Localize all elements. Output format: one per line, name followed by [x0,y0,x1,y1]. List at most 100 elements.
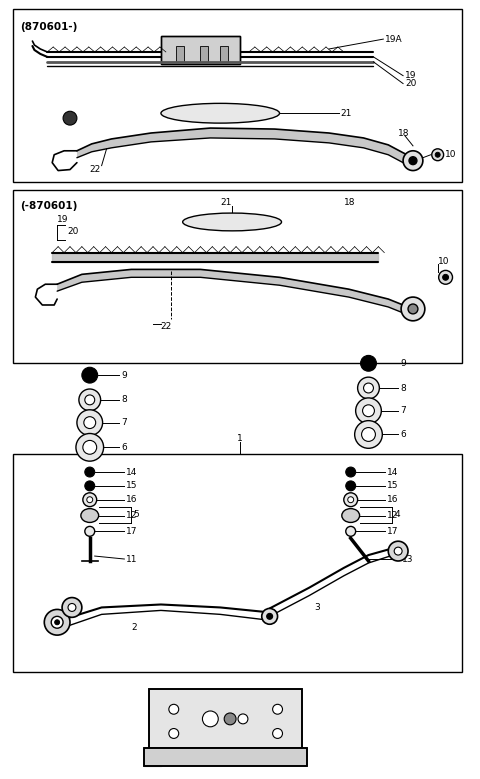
Text: 15: 15 [126,481,138,490]
Circle shape [401,297,425,321]
Bar [201,46,208,62]
Text: (870601-): (870601-) [21,23,78,32]
Bar [144,749,307,766]
Text: 14: 14 [126,467,138,477]
Circle shape [238,714,248,724]
Text: 11: 11 [126,555,138,563]
Circle shape [273,704,283,714]
Circle shape [83,493,96,506]
Text: 12: 12 [387,511,399,520]
Circle shape [355,421,383,448]
Circle shape [346,467,356,477]
Circle shape [432,149,444,160]
Bar [12,454,462,671]
Circle shape [77,410,103,435]
Text: 18: 18 [398,129,409,138]
Ellipse shape [81,509,99,523]
Text: 17: 17 [126,527,138,536]
Text: (-870601): (-870601) [21,201,78,211]
Circle shape [403,151,423,171]
Ellipse shape [183,213,281,231]
Circle shape [409,157,417,164]
Text: 6: 6 [400,430,406,439]
Text: 8: 8 [400,383,406,393]
Text: 13: 13 [402,555,414,563]
Text: 8: 8 [121,396,127,404]
Circle shape [85,467,95,477]
Circle shape [267,613,273,619]
Circle shape [87,497,93,502]
Text: 2: 2 [131,622,137,632]
Ellipse shape [342,509,360,523]
Text: 10: 10 [444,150,456,159]
Circle shape [55,620,60,625]
Text: 9: 9 [400,359,406,368]
Text: 12: 12 [126,511,138,520]
Circle shape [44,609,70,635]
Circle shape [224,713,236,724]
Circle shape [358,377,379,399]
Circle shape [356,398,381,424]
Text: 9: 9 [121,371,127,379]
Circle shape [68,604,76,612]
Polygon shape [77,128,413,167]
Circle shape [408,304,418,314]
Circle shape [388,541,408,561]
Text: 16: 16 [126,495,138,504]
Circle shape [346,481,356,491]
Bar [144,749,307,766]
Text: 15: 15 [387,481,399,490]
Text: 5: 5 [133,510,139,519]
Bar [149,689,302,749]
Circle shape [439,270,453,284]
Circle shape [51,616,63,628]
Circle shape [85,527,95,536]
Circle shape [85,395,95,405]
Circle shape [346,527,356,536]
Circle shape [443,274,448,280]
Text: 4: 4 [394,510,400,519]
Bar [12,190,462,363]
Text: 7: 7 [400,407,406,415]
Circle shape [394,547,402,555]
Circle shape [262,608,277,624]
Circle shape [83,440,96,454]
Text: 7: 7 [121,418,127,427]
Polygon shape [57,270,408,315]
Text: 19: 19 [57,216,69,224]
Circle shape [62,597,82,617]
Text: 1: 1 [237,434,243,443]
Text: 10: 10 [438,257,449,266]
Text: 20: 20 [67,227,78,236]
Circle shape [82,367,97,383]
Ellipse shape [161,104,279,123]
Bar [220,46,228,62]
Text: 18: 18 [344,198,355,206]
Text: 21: 21 [341,109,352,118]
Bar [12,9,462,182]
Text: 22: 22 [90,165,101,174]
Text: 3: 3 [314,603,320,612]
Circle shape [363,383,373,393]
Text: 19A: 19A [385,34,403,44]
Text: 21: 21 [220,198,232,206]
Bar [149,689,302,749]
Circle shape [435,152,440,157]
Circle shape [85,481,95,491]
Circle shape [63,111,77,125]
Circle shape [344,493,358,506]
Circle shape [169,704,179,714]
Text: 6: 6 [121,442,127,452]
Circle shape [76,433,104,461]
Circle shape [348,497,354,502]
Text: 17: 17 [387,527,399,536]
Bar [176,46,184,62]
Bar [161,36,240,64]
Text: 19: 19 [405,71,417,80]
Text: 14: 14 [387,467,399,477]
Circle shape [360,355,376,372]
Circle shape [362,405,374,417]
Circle shape [273,728,283,738]
Text: 22: 22 [160,323,171,331]
Text: 20: 20 [405,79,417,88]
